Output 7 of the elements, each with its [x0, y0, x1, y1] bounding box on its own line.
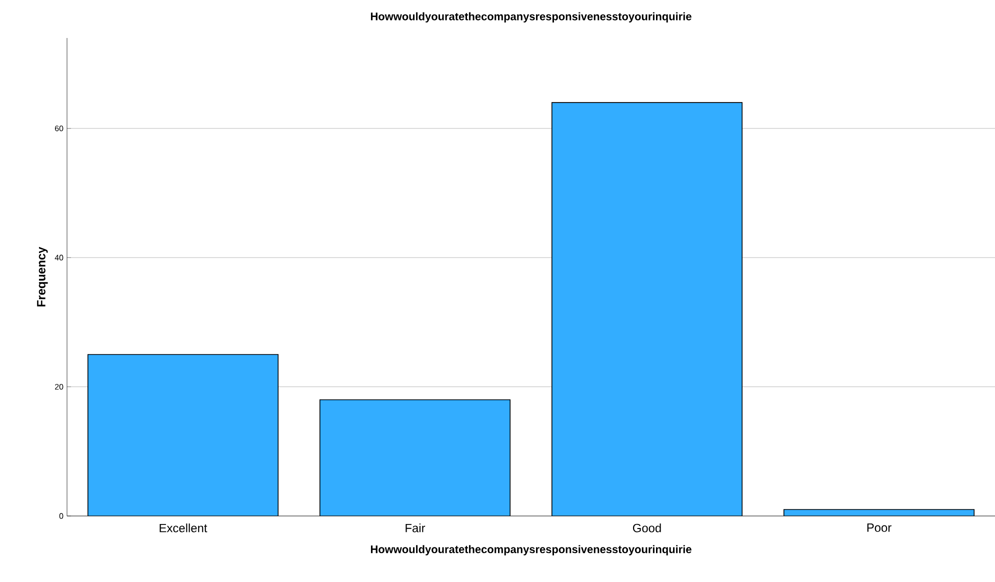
x-tick-label: Poor	[867, 524, 892, 532]
chart-title: Howwouldyouratethecompanysresponsivenesstoyourinquirie	[370, 12, 692, 22]
y-axis-title: Frequency	[37, 246, 48, 306]
x-axis-title: Howwouldyouratethecompanysresponsivenesstoyourinquirie	[370, 545, 692, 556]
x-tick-label: Excellent	[160, 524, 208, 532]
x-tick-label: Good	[632, 524, 661, 532]
x-tick-label: Fair	[406, 524, 426, 532]
